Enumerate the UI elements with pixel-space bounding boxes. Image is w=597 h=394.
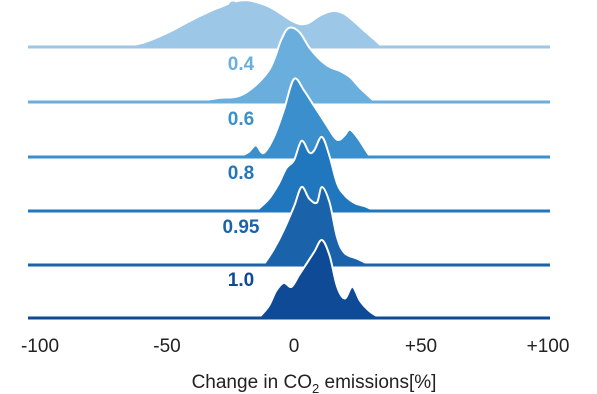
x-axis-title: Change in CO2 emissions[%] bbox=[192, 372, 437, 394]
ridge-label: 0.2 bbox=[228, 0, 254, 20]
x-tick-label: -100 bbox=[21, 336, 59, 357]
ridge-label: 0.6 bbox=[228, 109, 254, 130]
ridges-group: 0.2 0.4 0.6 0.8 0.95 1.0 bbox=[28, 0, 550, 320]
ridge-0-8: 0.8 bbox=[28, 135, 550, 213]
ridge-label: 0.8 bbox=[228, 163, 254, 184]
ridge-0-95: 0.95 bbox=[28, 185, 550, 267]
ridge-label: 1.0 bbox=[228, 270, 254, 291]
x-axis-ticks: -100 -50 0 +50 +100 bbox=[21, 336, 569, 357]
x-tick-label: -50 bbox=[153, 336, 180, 357]
ridge-1-0: 1.0 bbox=[28, 239, 550, 320]
x-tick-label: +100 bbox=[527, 336, 570, 357]
ridge-label: 0.4 bbox=[228, 54, 255, 75]
ridge-area bbox=[262, 185, 372, 266]
x-tick-label: 0 bbox=[289, 336, 300, 357]
ridge-label: 0.95 bbox=[223, 217, 260, 238]
ridge-area bbox=[257, 239, 382, 319]
ridge-area bbox=[191, 26, 377, 103]
ridge-area bbox=[237, 77, 372, 158]
x-tick-label: +50 bbox=[405, 336, 437, 357]
ridge-0-6: 0.6 bbox=[28, 77, 550, 159]
ridge-area bbox=[115, 0, 384, 48]
ridge-area bbox=[254, 135, 377, 212]
